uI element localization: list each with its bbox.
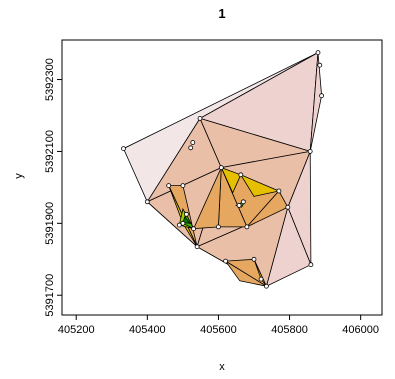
- data-point: [315, 50, 321, 55]
- y-tick-label: 5391900: [44, 202, 56, 245]
- data-point: [197, 116, 203, 121]
- data-point: [263, 283, 269, 289]
- x-tick-label: 405600: [200, 324, 237, 336]
- data-point: [121, 146, 126, 152]
- x-axis: 405200 405400 405600 405800 406000: [58, 314, 379, 336]
- data-point: [317, 62, 323, 68]
- mesh-triangle: [192, 167, 222, 230]
- x-axis-label: x: [219, 361, 225, 373]
- x-tick-label: 405800: [271, 324, 308, 336]
- data-point: [194, 244, 200, 250]
- data-point: [236, 202, 242, 208]
- data-point: [176, 222, 182, 228]
- data-point: [307, 148, 313, 154]
- mesh-triangle: [220, 166, 242, 194]
- triangle-mesh: [122, 51, 323, 288]
- data-point: [190, 140, 196, 145]
- chart-title: 1: [218, 6, 225, 21]
- data-point: [180, 183, 186, 189]
- point-layer: [121, 50, 325, 289]
- data-point: [238, 172, 244, 178]
- data-point: [285, 204, 291, 210]
- y-axis: 5391700 5391900 5392100 5392300: [44, 58, 63, 317]
- data-point: [258, 276, 264, 282]
- mesh-triangle: [246, 190, 289, 228]
- data-point: [308, 262, 314, 268]
- data-point: [180, 220, 186, 226]
- x-tick-label: 405400: [129, 324, 166, 336]
- y-tick-label: 5392300: [44, 58, 56, 101]
- data-point: [188, 145, 194, 151]
- mesh-triangle: [239, 173, 281, 197]
- data-point: [144, 199, 150, 205]
- data-point: [276, 188, 282, 194]
- data-point: [223, 258, 229, 264]
- data-point: [240, 199, 246, 205]
- data-point: [244, 224, 250, 230]
- mesh-triangle: [225, 260, 267, 287]
- data-point: [183, 211, 189, 217]
- y-axis-label: y: [13, 173, 25, 179]
- data-point: [251, 256, 257, 262]
- y-tick-label: 5392100: [44, 130, 56, 173]
- x-tick-label: 406000: [342, 324, 379, 336]
- data-point: [218, 165, 224, 171]
- data-point: [319, 93, 325, 99]
- data-point: [215, 224, 221, 230]
- data-point: [191, 226, 197, 232]
- mesh-triangle: [309, 52, 323, 152]
- x-tick-label: 405200: [58, 324, 95, 336]
- y-tick-label: 5391700: [44, 274, 56, 317]
- data-point: [166, 183, 172, 189]
